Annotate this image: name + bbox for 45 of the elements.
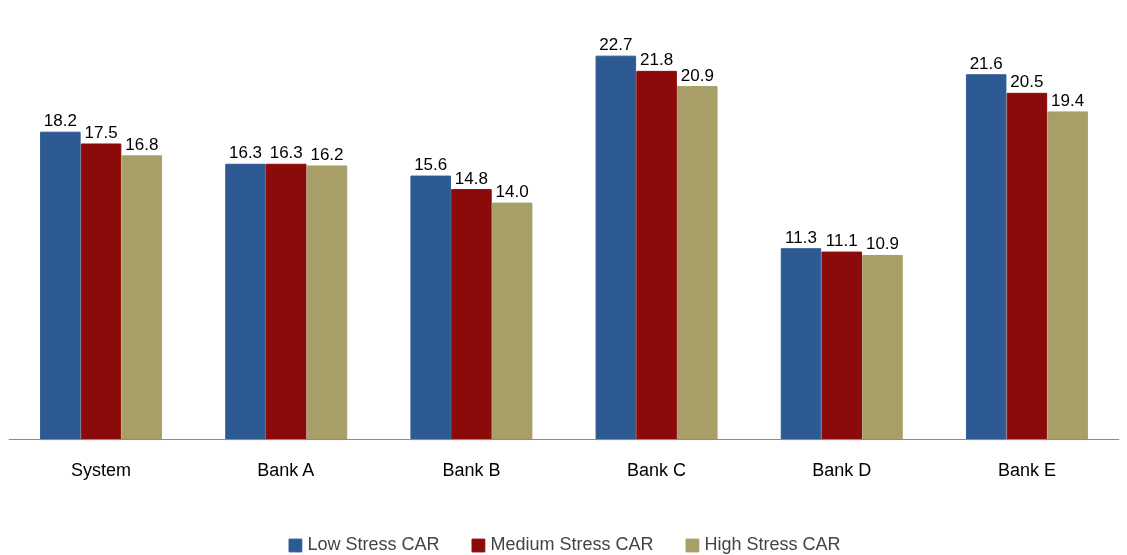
bar (410, 175, 451, 441)
data-label: 11.1 (825, 231, 858, 251)
x-tick-label: Bank B (442, 459, 501, 480)
bar (1047, 111, 1088, 441)
x-tick-label: Bank D (812, 459, 872, 480)
data-label: 20.5 (1010, 72, 1044, 92)
bar (80, 143, 122, 441)
legend-label: Medium Stress CAR (490, 534, 654, 555)
data-label: 20.9 (680, 65, 714, 85)
bar (121, 155, 163, 441)
bar (1006, 92, 1048, 441)
data-label: 17.5 (84, 123, 118, 142)
x-tick-label: Bank C (627, 459, 687, 480)
bar (225, 163, 266, 441)
bar (451, 189, 492, 441)
x-tick-label: Bank E (997, 459, 1056, 480)
x-tick-label: System (71, 459, 132, 480)
bar (595, 55, 637, 441)
data-label: 16.3 (269, 143, 303, 163)
data-label: 14.0 (495, 182, 529, 202)
data-label: 21.6 (969, 53, 1003, 73)
data-label: 16.8 (125, 134, 159, 154)
data-label: 19.4 (1051, 90, 1085, 110)
x-tick-label: Bank A (257, 459, 315, 480)
bar (965, 74, 1007, 441)
legend-label: High Stress CAR (704, 534, 841, 555)
data-label: 14.8 (454, 168, 488, 188)
bar (780, 248, 822, 441)
data-label: 16.3 (228, 143, 263, 163)
data-label: 22.7 (599, 35, 633, 55)
data-label: 11.3 (785, 227, 817, 247)
bar (306, 165, 348, 441)
bar (636, 70, 677, 441)
legend-label: Low Stress CAR (307, 534, 440, 555)
bar (821, 251, 863, 441)
bar (491, 202, 533, 441)
data-label: 15.6 (414, 155, 448, 175)
data-label: 18.2 (43, 111, 77, 131)
data-label: 16.2 (310, 144, 344, 164)
bar (677, 86, 718, 441)
bar (265, 163, 307, 441)
bar (40, 131, 81, 441)
data-label: 21.8 (640, 50, 674, 70)
data-label: 10.9 (865, 234, 900, 254)
bar (862, 254, 903, 441)
